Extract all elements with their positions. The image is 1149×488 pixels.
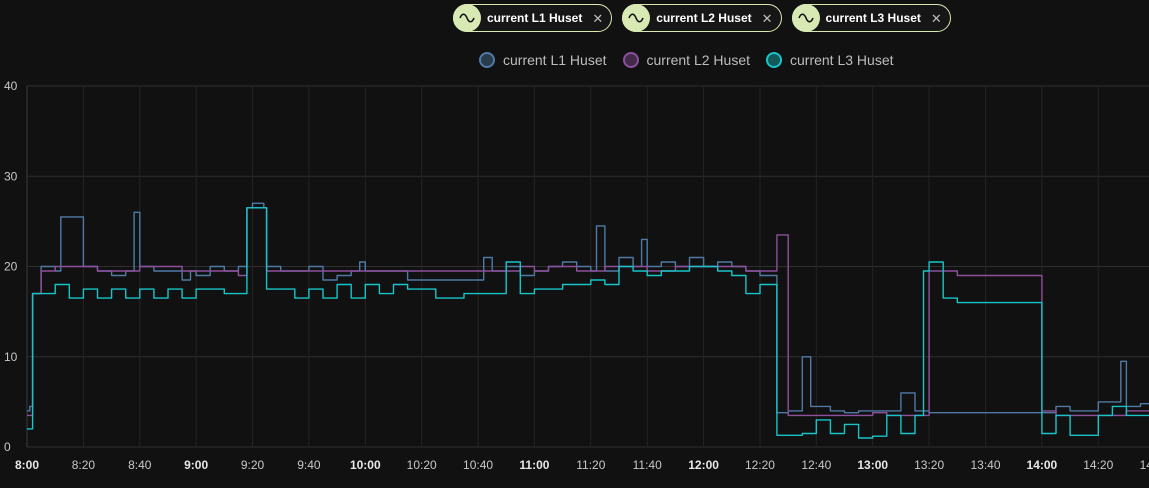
x-tick-label: 10:00 [350,458,381,472]
x-axis-ticks: 8:00 8:20 8:40 9:00 9:20 9:40 10:00 10:20 10:40 1… [15,458,1149,472]
x-tick-label: 12:20 [745,458,775,472]
x-tick-label: 13:40 [970,458,1000,472]
y-tick-label: 30 [4,169,18,183]
x-tick-label: 13:00 [857,458,888,472]
legend-item-l1[interactable]: current L1 Huset [479,52,607,68]
x-tick-label: 8:00 [15,458,39,472]
sine-wave-icon [622,3,651,32]
y-tick-label: 20 [4,260,18,274]
close-icon[interactable]: ✕ [930,10,942,26]
chip-current-l3-huset[interactable]: current L3 Huset ✕ [791,3,951,32]
x-tick-label: 10:20 [407,458,437,472]
x-tick-label: 12:40 [801,458,831,472]
legend-item-l2[interactable]: current L2 Huset [622,52,751,68]
x-tick-label: 11:00 [519,458,549,472]
chip-current-l2-huset[interactable]: current L2 Huset ✕ [622,3,782,32]
close-icon[interactable]: ✕ [761,10,773,26]
legend-label-l1: current L1 Huset [503,52,607,68]
x-tick-label: 11:40 [633,458,662,472]
x-tick-label: 11:20 [576,458,605,472]
y-axis-ticks: 0 10 20 30 40 [4,79,18,454]
x-tick-label: 12:00 [688,458,719,472]
chip-label: current L1 Huset [487,11,583,25]
sine-wave-icon [453,3,481,32]
x-tick-label: 9:20 [241,458,265,472]
entity-chip-bar: current L1 Huset ✕ current L2 Huset ✕ cu… [453,3,951,32]
legend-label-l3: current L3 Huset [790,52,894,68]
legend-item-l3[interactable]: current L3 Huset [766,52,894,68]
y-tick-label: 10 [4,350,18,364]
x-tick-label: 9:40 [297,458,321,472]
legend-swatch-l1 [479,52,495,68]
chart-legend: current L1 Huset current L2 Huset curren… [479,52,894,68]
x-tick-label: 8:40 [128,458,152,472]
chip-current-l1-huset[interactable]: current L1 Huset ✕ [453,3,613,32]
x-tick-label: 9:00 [184,458,208,472]
chip-label: current L2 Huset [656,11,752,25]
legend-swatch-l2 [622,52,639,68]
x-tick-label: 14:40 [1140,458,1149,472]
series-line-l2 [27,207,1149,417]
x-tick-label: 13:20 [914,458,944,472]
chip-label: current L3 Huset [825,11,921,25]
series-lines [27,202,1149,439]
legend-swatch-l3 [766,52,782,68]
x-tick-label: 14:20 [1083,458,1113,472]
series-line-l1 [27,202,1149,414]
close-icon[interactable]: ✕ [592,10,604,26]
sine-wave-icon [791,3,820,32]
legend-label-l2: current L2 Huset [646,52,751,68]
x-tick-label: 10:40 [463,458,493,472]
x-tick-label: 14:00 [1027,458,1058,472]
y-tick-label: 0 [4,440,11,454]
x-tick-label: 8:20 [72,458,96,472]
series-line-l3 [27,207,1149,439]
y-tick-label: 40 [4,79,18,93]
